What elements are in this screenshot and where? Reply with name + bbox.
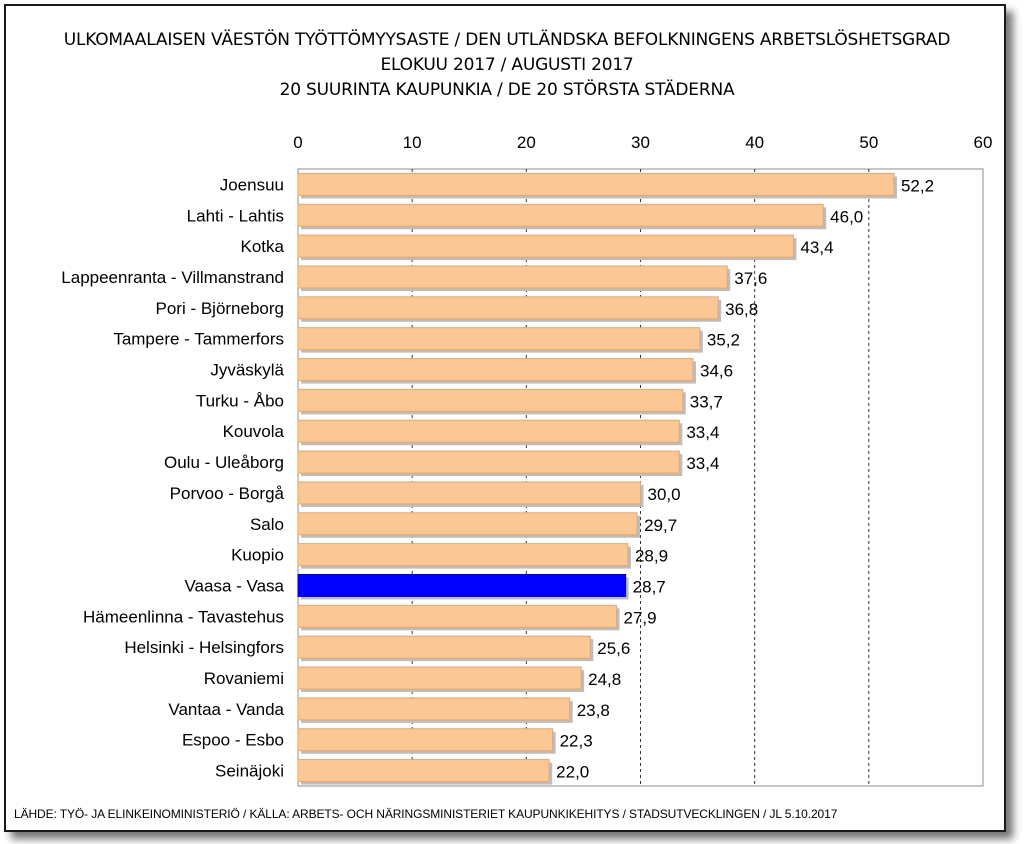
- bar-kouvola: [297, 419, 680, 443]
- category-label: Lahti - Lahtis: [187, 206, 284, 225]
- x-tick-label: 60: [974, 133, 993, 152]
- bar-espoo-esbo: [297, 728, 554, 752]
- category-label: Jyväskylä: [210, 361, 284, 380]
- bar-rovaniemi: [297, 666, 582, 690]
- value-label: 35,2: [707, 331, 740, 350]
- value-label: 52,2: [901, 176, 934, 195]
- bar-h-meenlinna-tavastehus: [297, 604, 618, 628]
- value-label: 28,9: [635, 547, 668, 566]
- category-label: Pori - Björneborg: [155, 299, 284, 318]
- value-label: 24,8: [588, 670, 621, 689]
- value-label: 27,9: [624, 608, 657, 627]
- category-label: Kouvola: [223, 422, 285, 441]
- x-tick-label: 40: [745, 133, 764, 152]
- bar-turku-bo: [297, 388, 684, 412]
- x-tick-label: 50: [859, 133, 878, 152]
- bar-salo: [297, 512, 638, 536]
- value-label: 22,3: [560, 732, 593, 751]
- bar-helsinki-helsingfors: [297, 635, 591, 659]
- bar-pori-bj-rneborg: [297, 296, 719, 320]
- source-note: LÄHDE: TYÖ- JA ELINKEINOMINISTERIÖ / KÄL…: [14, 807, 838, 821]
- category-label: Vaasa - Vasa: [184, 576, 284, 595]
- value-label: 33,4: [686, 454, 719, 473]
- value-label: 36,8: [725, 300, 758, 319]
- category-label: Vantaa - Vanda: [168, 700, 284, 719]
- bar-vantaa-vanda: [297, 697, 571, 721]
- chart-title-line-3: 20 SUURINTA KAUPUNKIA / DE 20 STÖRSTA ST…: [279, 80, 735, 100]
- category-label: Porvoo - Borgå: [170, 484, 285, 503]
- category-label: Seinäjoki: [215, 762, 284, 781]
- bar-tampere-tammerfors: [297, 327, 701, 351]
- category-label: Salo: [250, 515, 284, 534]
- value-label: 33,4: [686, 423, 719, 442]
- chart-title-line-2: ELOKUU 2017 / AUGUSTI 2017: [380, 55, 634, 75]
- value-label: 28,7: [633, 577, 666, 596]
- bar-oulu-ule-borg: [297, 450, 680, 474]
- bar-joensuu: [297, 172, 895, 196]
- category-label: Kuopio: [231, 546, 284, 565]
- value-label: 46,0: [830, 207, 863, 226]
- category-label: Helsinki - Helsingfors: [124, 638, 284, 657]
- x-tick-label: 20: [517, 133, 536, 152]
- category-label: Espoo - Esbo: [182, 731, 284, 750]
- value-label: 25,6: [597, 639, 630, 658]
- x-tick-label: 0: [293, 133, 302, 152]
- category-label: Turku - Åbo: [196, 391, 284, 410]
- value-label: 23,8: [577, 701, 610, 720]
- bar-kuopio: [297, 543, 629, 567]
- bar-lappeenranta-villmanstrand: [297, 265, 728, 289]
- value-label: 34,6: [700, 362, 733, 381]
- category-label: Rovaniemi: [204, 669, 284, 688]
- value-label: 22,0: [556, 763, 589, 782]
- category-label: Lappeenranta - Villmanstrand: [61, 268, 284, 287]
- category-label: Kotka: [241, 237, 285, 256]
- x-tick-label: 10: [403, 133, 422, 152]
- bar-lahti-lahtis: [297, 203, 824, 227]
- bar-kotka: [297, 234, 794, 258]
- category-label: Oulu - Uleåborg: [164, 453, 284, 472]
- x-tick-label: 30: [631, 133, 650, 152]
- bar-porvoo-borg-: [297, 481, 641, 505]
- value-label: 37,6: [734, 269, 767, 288]
- value-label: 33,7: [690, 392, 723, 411]
- bar-jyv-skyl-: [297, 358, 694, 382]
- bar-sein-joki: [297, 759, 550, 783]
- category-label: Joensuu: [220, 175, 284, 194]
- value-label: 30,0: [648, 485, 681, 504]
- category-label: Hämeenlinna - Tavastehus: [83, 607, 284, 626]
- value-label: 29,7: [644, 516, 677, 535]
- category-label: Tampere - Tammerfors: [113, 330, 284, 349]
- chart-title-line-1: ULKOMAALAISEN VÄESTÖN TYÖTTÖMYYSASTE / D…: [63, 30, 951, 50]
- value-label: 43,4: [800, 238, 833, 257]
- bar-vaasa-vasa: [297, 573, 627, 597]
